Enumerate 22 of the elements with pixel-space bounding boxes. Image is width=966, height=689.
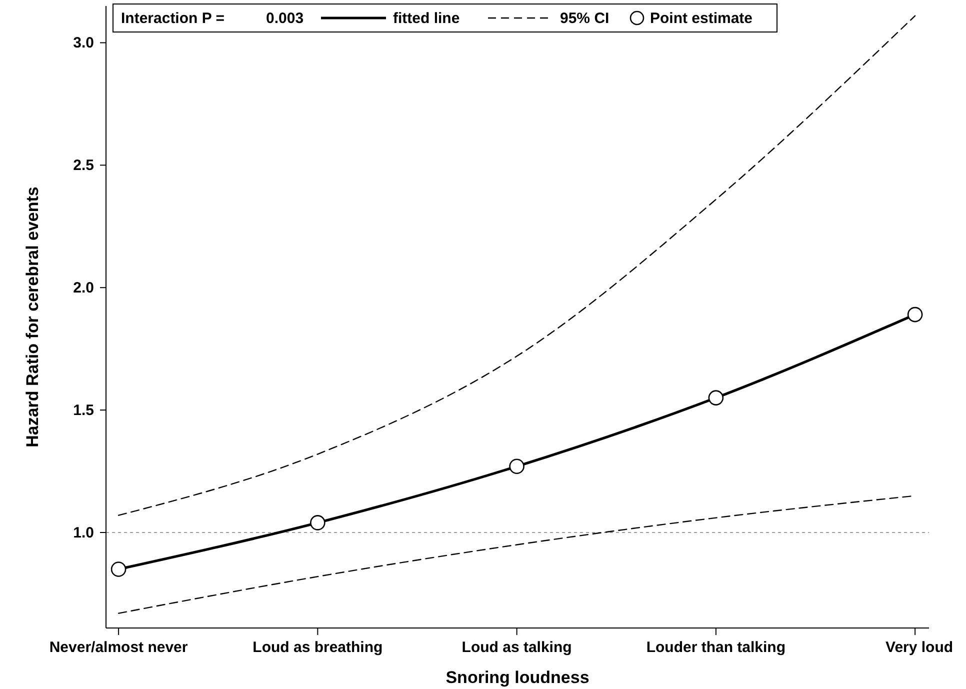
x-tick-label: Louder than talking: [646, 639, 786, 656]
y-tick-label: 1.0: [73, 524, 94, 542]
y-tick-label: 3.0: [73, 34, 94, 52]
legend-label: 95% CI: [560, 10, 610, 27]
annotation: Interaction P =: [121, 10, 225, 27]
annotation: 0.003: [266, 10, 304, 27]
legend-label: fitted line: [393, 10, 460, 27]
point: [110, 562, 126, 577]
point: [907, 306, 923, 322]
x-tick-label: Very loud: [886, 639, 954, 656]
y-tick-label: 1.5: [73, 402, 94, 420]
y-tick-label: 2.0: [73, 280, 94, 297]
x-axis-title: Snoring loudness: [446, 668, 590, 687]
x-tick-label: Loud as talking: [462, 639, 572, 656]
x-tick-label: Loud as breathing: [252, 639, 383, 656]
y-tick-label: 2.5: [73, 157, 94, 174]
point: [310, 515, 326, 530]
point: [708, 390, 724, 406]
y-axis-title: Hazard Ratio for cerebral events: [23, 186, 42, 448]
point: [509, 458, 524, 474]
x-tick-label: Never/almost never: [49, 639, 188, 656]
legend-label: Point estimate: [650, 10, 753, 27]
